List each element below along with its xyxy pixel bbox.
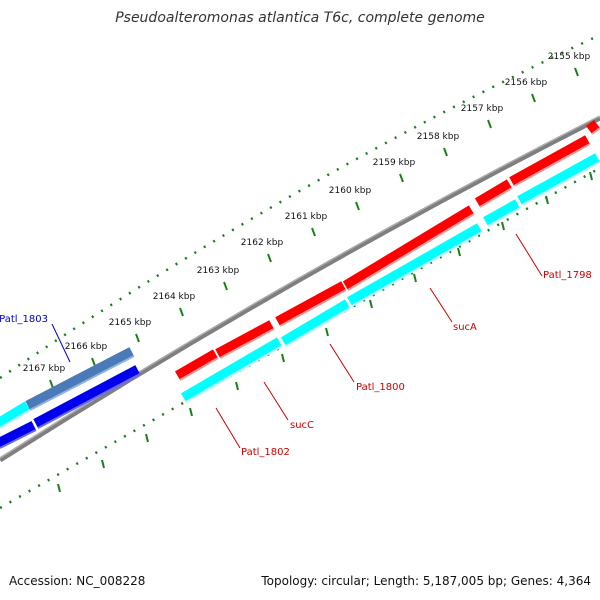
tick-label: 2164 kbp [153, 292, 196, 302]
major-tick [223, 281, 228, 291]
inner-tick [325, 327, 329, 337]
inner-tick [145, 433, 149, 443]
reverse-cds-4 [483, 199, 521, 227]
label-leader-line [329, 343, 355, 383]
tick-label: 2163 kbp [197, 266, 240, 276]
tick-label: 2162 kbp [241, 238, 284, 248]
inner-tick [369, 299, 373, 309]
major-tick [355, 201, 360, 211]
cds-patl-1803 [25, 347, 135, 411]
gene-label-leaders [51, 233, 543, 449]
tick-label: 2159 kbp [373, 158, 416, 168]
label-leader-line [263, 381, 289, 421]
label-leader-line [515, 233, 543, 277]
tick-label: 2160 kbp [329, 186, 372, 196]
major-tick [399, 173, 404, 183]
accession-text: Accession: NC_008228 [9, 574, 146, 588]
genome-backbone-highlight [0, 115, 600, 459]
tick-label: 2155 kbp [548, 52, 591, 62]
inner-tick [457, 247, 461, 257]
gene-label: Patl_1802 [241, 447, 290, 458]
inner-tick [101, 459, 105, 469]
inner-tick [57, 483, 61, 493]
outer-tick-ring [0, 33, 600, 380]
inner-ticks [57, 171, 593, 493]
reverse-cds-left [0, 401, 31, 429]
tick-label: 2156 kbp [505, 78, 548, 88]
tick-label: 2158 kbp [417, 132, 460, 142]
major-tick [311, 227, 316, 237]
reverse-cds-3 [347, 223, 483, 307]
inner-tick [589, 171, 593, 181]
genome-summary-text: Topology: circular; Length: 5,187,005 bp… [261, 574, 591, 588]
forward-cds-patl-1800 [275, 281, 347, 327]
label-leader-line [51, 323, 71, 363]
gene-label: Patl_1803 [0, 314, 48, 325]
blue-cds-left [33, 365, 141, 429]
major-ticks [49, 67, 579, 389]
forward-cds-patl-1798 [509, 135, 591, 187]
major-tick [574, 67, 579, 77]
major-tick [135, 333, 140, 343]
reverse-cds-1 [180, 337, 283, 403]
map-title: Pseudoalteromonas atlantica T6c, complet… [115, 10, 485, 26]
tick-labels: 2155 kbp 2156 kbp 2157 kbp 2158 kbp 2159 kbp… [23, 52, 591, 374]
forward-cds-suca [342, 205, 475, 291]
forward-cds-small [474, 179, 513, 208]
genome-backbone [0, 115, 600, 463]
inner-tick [189, 407, 193, 417]
gene-label: sucC [290, 420, 314, 431]
tick-label: 2167 kbp [23, 364, 66, 374]
major-tick [179, 307, 184, 317]
forward-cds-patl-1802 [174, 349, 219, 381]
major-tick [267, 253, 272, 263]
label-leader-line [429, 287, 453, 323]
inner-tick [413, 273, 417, 283]
forward-cds-edge [586, 120, 600, 135]
major-tick [443, 147, 448, 157]
major-tick [91, 357, 96, 367]
label-leader-line [215, 407, 241, 449]
gene-label: Patl_1798 [543, 270, 592, 281]
gene-labels: Patl_1798 sucA Patl_1800 sucC Patl_1802 Patl_… [0, 270, 592, 458]
major-tick [49, 379, 54, 389]
inner-tick [545, 195, 549, 205]
reverse-cds-2 [280, 299, 351, 347]
tick-label: 2165 kbp [109, 318, 152, 328]
major-tick [487, 119, 492, 129]
tick-label: 2161 kbp [285, 212, 328, 222]
tick-label: 2157 kbp [461, 104, 504, 114]
forward-cds-succ [215, 320, 275, 359]
gene-features [0, 120, 600, 449]
inner-tick [501, 221, 505, 231]
gene-label: Patl_1800 [356, 382, 405, 393]
tick-label: 2166 kbp [65, 342, 108, 352]
gene-label: sucA [453, 322, 477, 333]
major-tick [531, 93, 536, 103]
reverse-cds-5 [517, 153, 600, 206]
blue-cds-edge [0, 421, 37, 449]
inner-tick [235, 381, 239, 391]
inner-tick [281, 353, 285, 363]
